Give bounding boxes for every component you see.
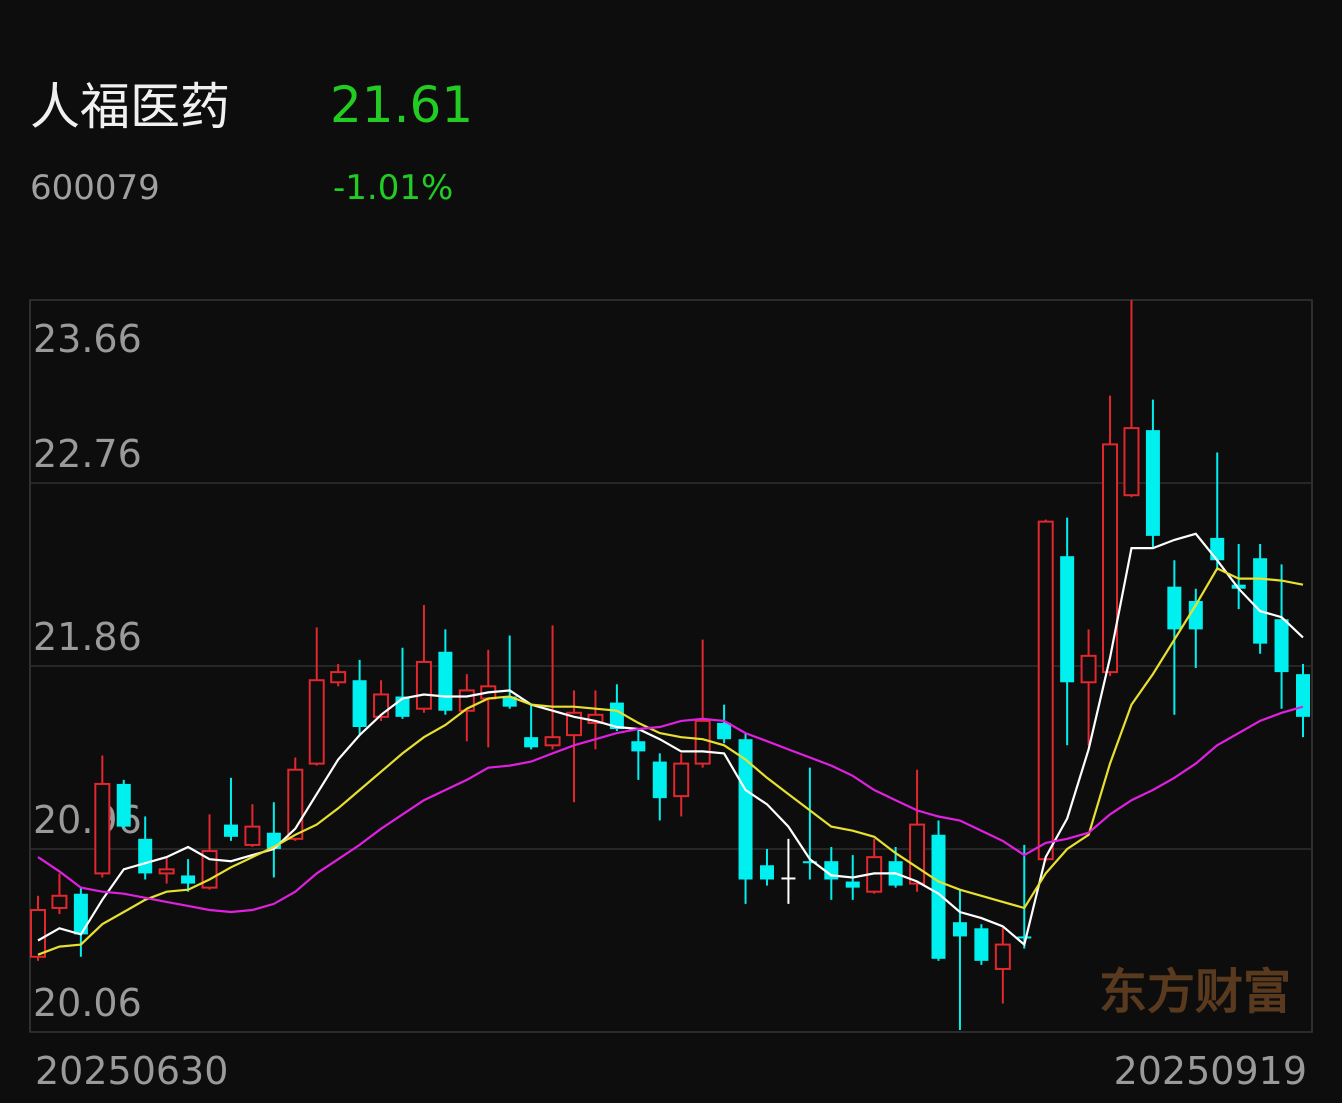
- candle-body: [94, 782, 111, 875]
- candle-body: [994, 943, 1011, 970]
- candle-body: [1253, 558, 1268, 644]
- candle-body: [652, 761, 667, 799]
- y-tick-label: 23.66: [33, 317, 142, 361]
- stock-code: 600079: [30, 168, 160, 208]
- stock-name: 人福医药: [30, 78, 230, 136]
- candle-body: [759, 865, 774, 880]
- candle-body: [909, 823, 926, 885]
- candle-body: [1145, 430, 1160, 536]
- moving-average-line: [37, 532, 1304, 947]
- candle-body: [802, 861, 817, 864]
- candle-body: [524, 737, 539, 748]
- candle-body: [438, 651, 453, 711]
- candle-body: [974, 928, 989, 961]
- candle-body: [781, 877, 796, 880]
- candle-body: [30, 909, 46, 958]
- y-tick-label: 21.86: [33, 615, 142, 659]
- y-tick-label: 22.76: [33, 432, 142, 476]
- candle-body: [223, 824, 238, 837]
- candle-body: [116, 783, 131, 827]
- candle-body: [631, 741, 646, 752]
- candle-body: [330, 671, 347, 684]
- watermark: 东方财富: [1099, 964, 1291, 1020]
- candle-body: [738, 739, 753, 880]
- candle-body: [673, 762, 690, 798]
- candle-body: [694, 719, 711, 765]
- candle-body: [1274, 619, 1289, 673]
- candle-body: [415, 660, 432, 710]
- candle-body: [502, 696, 517, 707]
- candle-body: [244, 825, 261, 846]
- x-tick-label: 20250919: [1114, 1049, 1307, 1093]
- candle-body: [1296, 674, 1310, 717]
- price-change: -1.01%: [333, 168, 453, 208]
- candle-body: [931, 834, 946, 959]
- candle-body: [1231, 584, 1246, 589]
- candle-body: [845, 881, 860, 888]
- candle-body: [352, 680, 367, 727]
- candle-body: [1037, 520, 1054, 861]
- x-tick-label: 20250630: [35, 1049, 228, 1093]
- candle-body: [952, 922, 967, 937]
- y-tick-label: 20.06: [33, 981, 142, 1025]
- candle-body: [1188, 600, 1203, 630]
- candle-body: [609, 702, 624, 730]
- candle-body: [1123, 427, 1140, 497]
- candle-body: [1080, 654, 1097, 684]
- candle-body: [1167, 586, 1182, 630]
- candle-body: [1102, 443, 1119, 674]
- candle-body: [308, 679, 325, 765]
- candle-body: [158, 868, 175, 875]
- candle-body: [73, 893, 88, 935]
- candle-body: [717, 722, 732, 740]
- candle-body: [51, 894, 68, 909]
- candle-body: [544, 736, 561, 747]
- candle-body: [1210, 537, 1225, 561]
- last-price: 21.61: [330, 76, 473, 134]
- moving-average-line: [37, 705, 1304, 914]
- candle-body: [1017, 936, 1032, 939]
- candle-body: [181, 875, 196, 884]
- moving-average-line: [37, 566, 1304, 956]
- candle-body: [138, 838, 153, 874]
- candle-body: [1060, 556, 1075, 683]
